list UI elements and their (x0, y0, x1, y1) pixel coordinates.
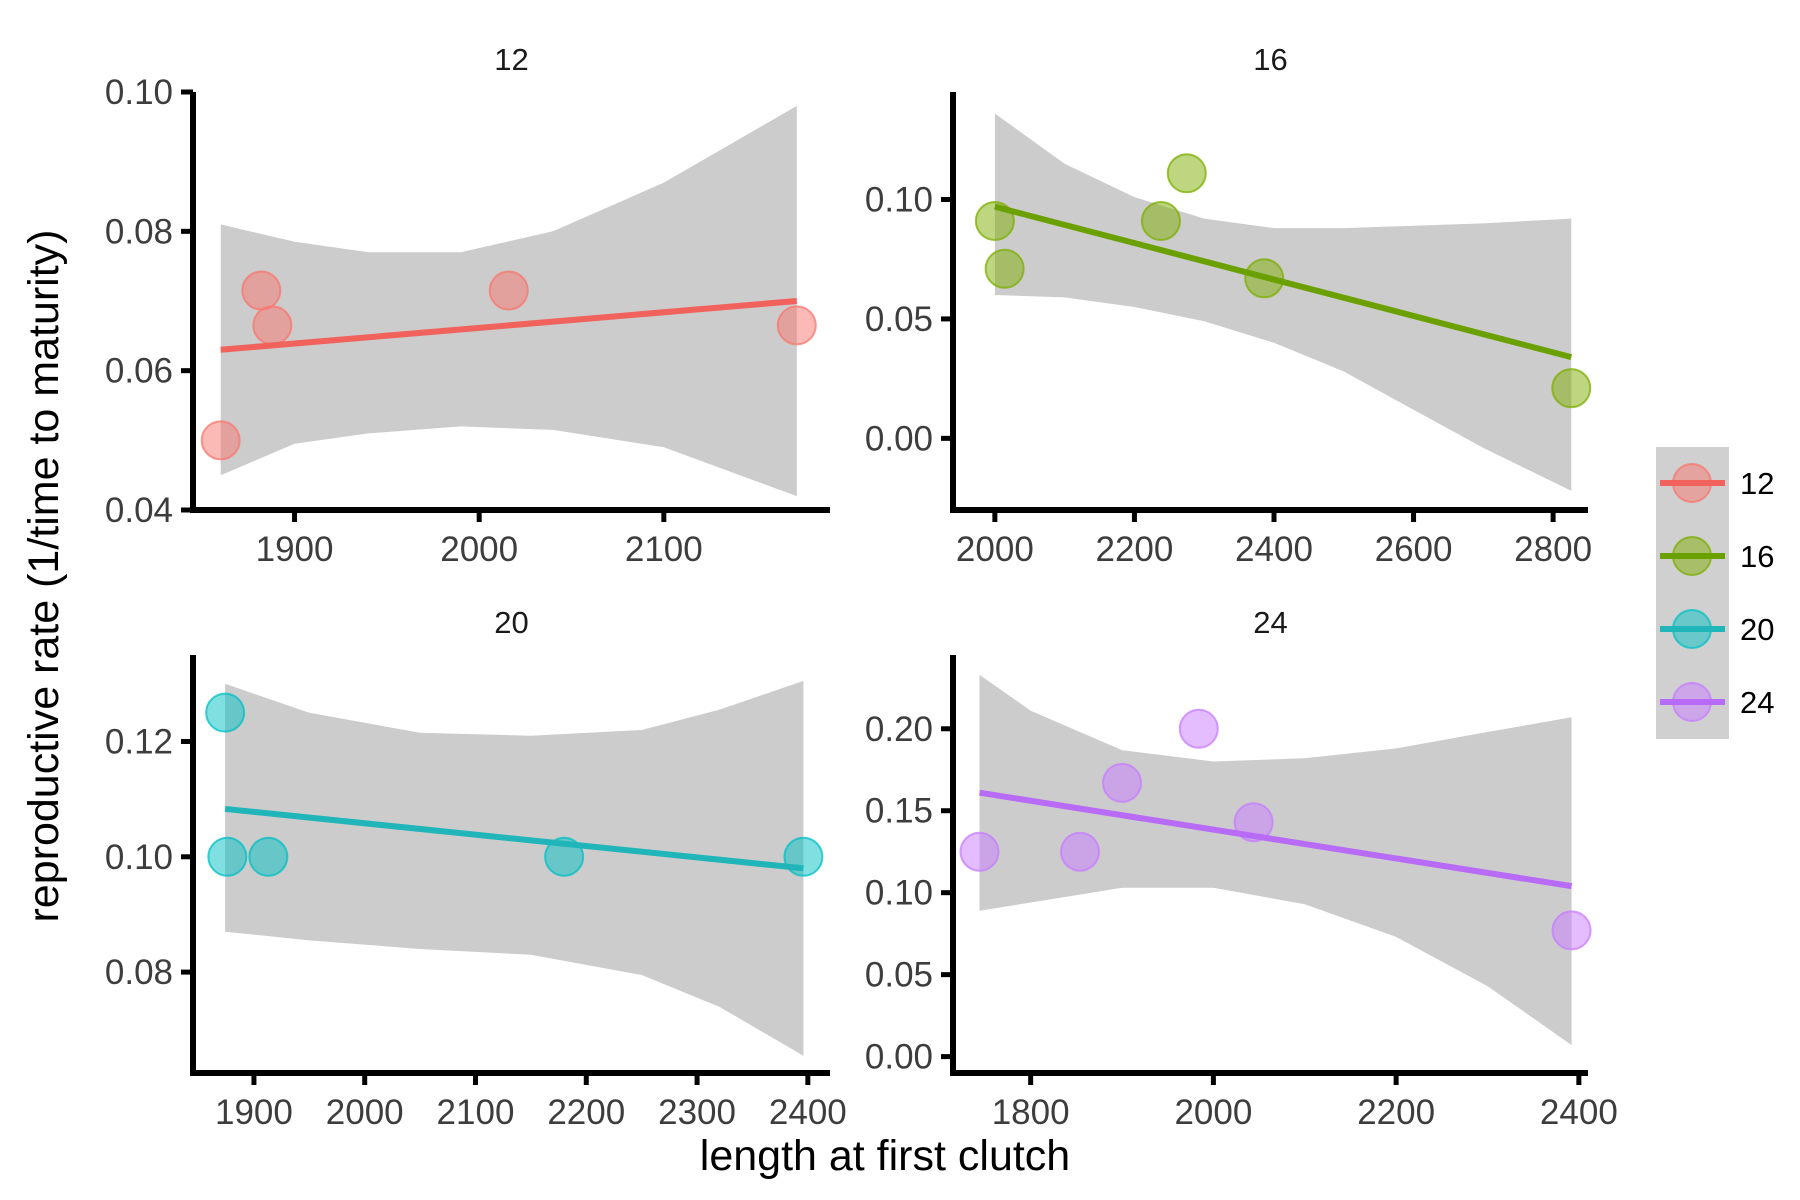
y-tick-label: 0.05 (865, 300, 933, 339)
panel-12: 12 1900 2000 2100 0.04 0.06 0.08 0.10 (105, 42, 830, 569)
data-point (241, 270, 282, 311)
legend-label: 16 (1740, 539, 1774, 574)
y-tick-label: 0.15 (865, 792, 933, 831)
y-tick-label: 0.05 (865, 956, 933, 995)
panel-title: 12 (494, 42, 528, 77)
confidence-band (994, 113, 1572, 491)
data-point (1102, 762, 1143, 803)
y-tick-label: 0.10 (105, 838, 173, 877)
x-tick-label: 1900 (215, 1093, 293, 1132)
regression-line (224, 805, 804, 872)
y-tick-label: 0.08 (105, 953, 173, 992)
data-point (783, 836, 824, 877)
y-tick-label: 0.10 (865, 874, 933, 913)
legend-item-20: 20 (1660, 609, 1774, 649)
y-axis-title: reproductive rate (1/time to maturity) (20, 229, 68, 922)
regression-line (979, 789, 1573, 890)
facet-panels: 12 1900 2000 2100 0.04 0.06 0.08 0.10 16 2000 2200… (105, 42, 1618, 1132)
legend-item-24: 24 (1660, 682, 1774, 722)
x-tick-label: 1800 (992, 1093, 1070, 1132)
y-tick-label: 0.12 (105, 722, 173, 761)
panel-title: 16 (1253, 42, 1287, 77)
legend: 12 16 20 24 (1656, 447, 1774, 739)
data-point (205, 692, 246, 733)
data-point (959, 831, 1000, 872)
panel-20: 20 1900 2000 2100 2200 2300 2400 0.08 0.10 0.12 (105, 605, 847, 1132)
x-tick-label: 2200 (1357, 1093, 1435, 1132)
data-point (776, 305, 817, 346)
data-point (984, 248, 1025, 289)
regression-line (220, 298, 798, 353)
x-tick-label: 2600 (1375, 530, 1453, 569)
data-point (1140, 200, 1181, 241)
y-tick-label: 0.04 (105, 491, 173, 530)
x-tick-label: 2400 (769, 1093, 847, 1132)
y-tick-label: 0.10 (865, 180, 933, 219)
y-tick-label: 0.00 (865, 419, 933, 458)
x-tick-label: 2000 (326, 1093, 404, 1132)
y-tick-label: 0.10 (105, 73, 173, 112)
x-tick-label: 2800 (1514, 530, 1592, 569)
regression-line (994, 203, 1573, 361)
data-point (1178, 708, 1219, 749)
legend-item-12: 12 (1660, 463, 1774, 503)
data-point (252, 305, 293, 346)
data-point (1166, 153, 1207, 194)
x-tick-label: 2300 (658, 1093, 736, 1132)
x-tick-label: 2200 (1095, 530, 1173, 569)
x-axis-title: length at first clutch (700, 1132, 1070, 1180)
panel-title: 24 (1253, 605, 1287, 640)
data-point (248, 836, 289, 877)
x-tick-label: 2100 (625, 530, 703, 569)
x-tick-label: 2400 (1540, 1093, 1618, 1132)
x-tick-label: 2400 (1235, 530, 1313, 569)
y-tick-label: 0.20 (865, 710, 933, 749)
data-point (200, 420, 241, 461)
confidence-band (225, 680, 804, 1056)
y-tick-label: 0.00 (865, 1038, 933, 1077)
data-point (488, 270, 529, 311)
data-point (1551, 910, 1592, 951)
y-tick-label: 0.06 (105, 352, 173, 391)
legend-label: 24 (1740, 685, 1774, 720)
x-tick-label: 2200 (547, 1093, 625, 1132)
data-point (207, 836, 248, 877)
x-tick-label: 2100 (437, 1093, 515, 1132)
x-tick-label: 2000 (440, 530, 518, 569)
panel-16: 16 2000 2200 2400 2600 2800 0.00 0.05 0.10 (865, 42, 1592, 569)
data-point (1060, 831, 1100, 872)
y-tick-label: 0.08 (105, 212, 173, 251)
legend-item-16: 16 (1660, 536, 1774, 576)
x-tick-label: 2000 (956, 530, 1034, 569)
panel-24: 24 1800 2000 2200 2400 0.00 0.05 0.10 0.15 0.20 (865, 605, 1618, 1132)
x-tick-label: 1900 (256, 530, 334, 569)
legend-label: 12 (1740, 466, 1774, 501)
panel-title: 20 (494, 605, 528, 640)
legend-label: 20 (1740, 612, 1774, 647)
x-tick-label: 2000 (1174, 1093, 1252, 1132)
data-point (1551, 368, 1592, 409)
